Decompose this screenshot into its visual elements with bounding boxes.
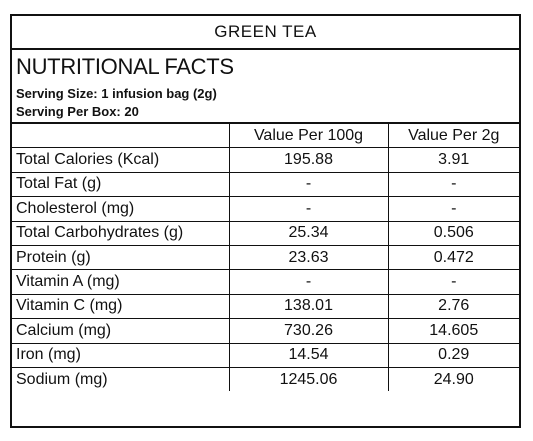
table-row: Total Fat (g) - -: [12, 171, 519, 198]
table-row: Vitamin C (mg) 138.01 2.76: [12, 293, 519, 320]
value-per-100g: 25.34: [228, 220, 389, 246]
nutrient-name: Sodium (mg): [12, 366, 230, 392]
table-row: Iron (mg) 14.54 0.29: [12, 342, 519, 368]
value-per-100g: -: [228, 196, 389, 222]
nutrient-name: Calcium (mg): [12, 318, 230, 344]
nutrient-name: Total Fat (g): [12, 171, 230, 198]
value-per-2g: -: [387, 196, 519, 222]
serving-size: Serving Size: 1 infusion bag (2g): [16, 86, 217, 101]
table-row: Total Calories (Kcal) 195.88 3.91: [12, 147, 519, 173]
table-row: Calcium (mg) 730.26 14.605: [12, 318, 519, 344]
value-per-100g: -: [228, 171, 389, 198]
value-per-2g: 0.29: [387, 342, 519, 368]
value-per-2g: -: [387, 171, 519, 198]
serving-per-box: Serving Per Box: 20: [16, 104, 139, 119]
value-per-100g: -: [228, 269, 389, 295]
column-header-nutrient: [12, 124, 230, 149]
product-title: GREEN TEA: [12, 16, 519, 50]
nutrient-name: Total Calories (Kcal): [12, 147, 230, 173]
nutrient-name: Total Carbohydrates (g): [12, 220, 230, 246]
value-per-100g: 195.88: [228, 147, 389, 173]
facts-header: NUTRITIONAL FACTS Serving Size: 1 infusi…: [12, 50, 519, 124]
value-per-100g: 730.26: [228, 318, 389, 344]
table-row: Sodium (mg) 1245.06 24.90: [12, 366, 519, 392]
table-header-row: Value Per 100g Value Per 2g: [12, 124, 519, 149]
value-per-100g: 138.01: [228, 293, 389, 320]
table-row: Vitamin A (mg) - -: [12, 269, 519, 295]
nutrition-label: GREEN TEA NUTRITIONAL FACTS Serving Size…: [10, 14, 521, 428]
value-per-2g: 14.605: [387, 318, 519, 344]
value-per-100g: 1245.06: [228, 366, 389, 392]
nutrition-table: Value Per 100g Value Per 2g Total Calori…: [12, 124, 519, 392]
value-per-2g: 0.506: [387, 220, 519, 246]
value-per-2g: 3.91: [387, 147, 519, 173]
value-per-100g: 14.54: [228, 342, 389, 368]
value-per-100g: 23.63: [228, 244, 389, 271]
value-per-2g: -: [387, 269, 519, 295]
nutrient-name: Cholesterol (mg): [12, 196, 230, 222]
facts-heading: NUTRITIONAL FACTS: [16, 54, 234, 79]
column-header-per-100g: Value Per 100g: [228, 124, 389, 149]
value-per-2g: 0.472: [387, 244, 519, 271]
nutrient-name: Protein (g): [12, 244, 230, 271]
column-header-per-2g: Value Per 2g: [387, 124, 519, 149]
value-per-2g: 24.90: [387, 366, 519, 392]
nutrient-name: Vitamin C (mg): [12, 293, 230, 320]
table-row: Total Carbohydrates (g) 25.34 0.506: [12, 220, 519, 246]
table-row: Protein (g) 23.63 0.472: [12, 244, 519, 271]
nutrient-name: Iron (mg): [12, 342, 230, 368]
table-row: Cholesterol (mg) - -: [12, 196, 519, 222]
value-per-2g: 2.76: [387, 293, 519, 320]
nutrient-name: Vitamin A (mg): [12, 269, 230, 295]
